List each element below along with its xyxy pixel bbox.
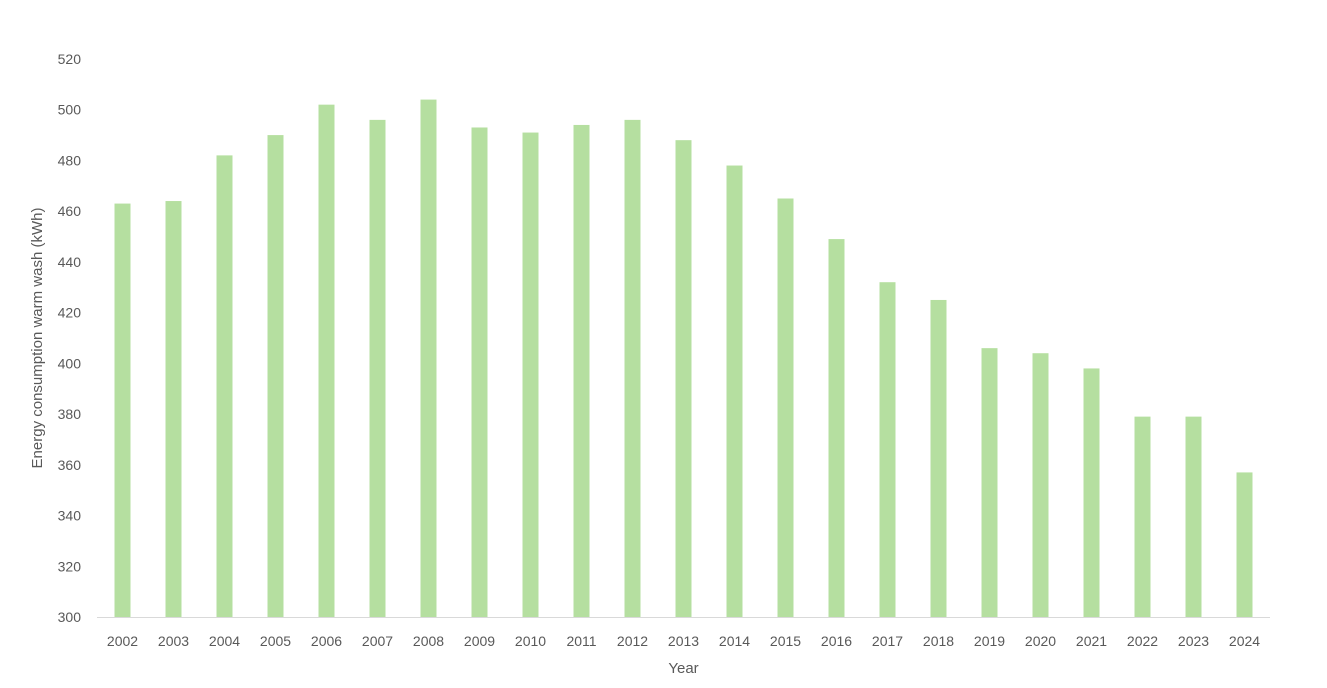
bar-2008 xyxy=(420,99,437,618)
y-tick-label: 500 xyxy=(58,102,82,118)
x-tick-label: 2021 xyxy=(1076,633,1107,649)
bar-2007 xyxy=(369,119,386,617)
bar-2003 xyxy=(165,201,182,617)
x-axis-tick-labels: 2002 2003 2004 2005 2006 2007 2008 2009 2010 2011… xyxy=(107,633,1260,649)
bar-series xyxy=(114,99,1253,618)
x-tick-label: 2022 xyxy=(1127,633,1158,649)
bar-2023 xyxy=(1185,416,1202,617)
y-tick-label: 440 xyxy=(58,254,82,270)
x-tick-label: 2007 xyxy=(362,633,393,649)
bar-2010 xyxy=(522,132,539,617)
x-tick-label: 2009 xyxy=(464,633,495,649)
bar-2006 xyxy=(318,104,335,618)
x-axis-title: Year xyxy=(668,660,698,677)
bar-2004 xyxy=(216,155,233,617)
bar-2011 xyxy=(573,124,590,617)
x-tick-label: 2015 xyxy=(770,633,801,649)
x-tick-label: 2019 xyxy=(974,633,1005,649)
y-tick-label: 320 xyxy=(58,558,82,574)
x-tick-label: 2023 xyxy=(1178,633,1209,649)
y-tick-label: 400 xyxy=(58,355,82,371)
x-tick-label: 2005 xyxy=(260,633,291,649)
bar-2022 xyxy=(1134,416,1151,617)
y-tick-label: 480 xyxy=(58,152,82,168)
y-axis-title: Energy consumption warm wash (kWh) xyxy=(29,208,46,469)
bar-2020 xyxy=(1032,353,1049,617)
y-tick-label: 420 xyxy=(58,305,82,321)
x-tick-label: 2020 xyxy=(1025,633,1056,649)
bar-2021 xyxy=(1083,368,1100,617)
bar-2005 xyxy=(267,135,284,617)
bar-2024 xyxy=(1236,472,1253,617)
bar-2002 xyxy=(114,203,131,617)
x-tick-label: 2016 xyxy=(821,633,852,649)
x-tick-label: 2017 xyxy=(872,633,903,649)
x-tick-label: 2013 xyxy=(668,633,699,649)
bar-2014 xyxy=(726,165,743,617)
x-tick-label: 2008 xyxy=(413,633,444,649)
x-tick-label: 2024 xyxy=(1229,633,1260,649)
bar-2015 xyxy=(777,198,794,617)
x-tick-label: 2006 xyxy=(311,633,342,649)
x-tick-label: 2014 xyxy=(719,633,750,649)
x-tick-label: 2018 xyxy=(923,633,954,649)
x-tick-label: 2003 xyxy=(158,633,189,649)
bar-2013 xyxy=(675,140,692,617)
bar-2016 xyxy=(828,239,845,617)
x-tick-label: 2011 xyxy=(566,633,596,649)
bar-2019 xyxy=(981,348,998,617)
x-tick-label: 2010 xyxy=(515,633,546,649)
x-tick-label: 2012 xyxy=(617,633,648,649)
y-axis-tick-labels: 300 320 340 360 380 400 420 440 460 480 500 520 xyxy=(58,51,82,625)
y-tick-label: 460 xyxy=(58,203,82,219)
y-tick-label: 520 xyxy=(58,51,82,67)
x-tick-label: 2004 xyxy=(209,633,240,649)
y-tick-label: 360 xyxy=(58,457,82,473)
y-tick-label: 340 xyxy=(58,508,82,524)
bar-2017 xyxy=(879,282,896,617)
bar-2018 xyxy=(930,299,947,617)
bar-2012 xyxy=(624,119,641,617)
y-tick-label: 380 xyxy=(58,406,82,422)
bar-2009 xyxy=(471,127,488,618)
x-tick-label: 2002 xyxy=(107,633,138,649)
y-tick-label: 300 xyxy=(58,609,82,625)
